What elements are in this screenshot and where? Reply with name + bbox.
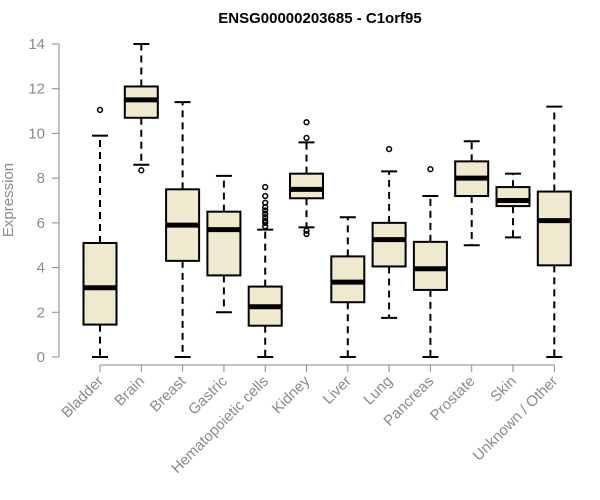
y-tick-label: 4 xyxy=(37,260,45,277)
x-tick-label: Breast xyxy=(147,372,190,415)
y-axis-label: Expression xyxy=(0,163,17,237)
box-bladder xyxy=(82,106,118,358)
box-iqr xyxy=(536,190,572,267)
x-tick-label: Prostate xyxy=(427,373,479,425)
x-tick-label: Liver xyxy=(320,373,355,408)
y-tick-label: 14 xyxy=(28,36,45,53)
outlier-point xyxy=(303,119,310,126)
box-breast xyxy=(165,101,201,358)
y-axis: 0 2 4 6 8 10 12 14 xyxy=(28,36,60,366)
box-pancreas xyxy=(412,166,448,358)
y-tick-label: 10 xyxy=(28,125,45,142)
box-iqr xyxy=(289,172,324,200)
y-tick-label: 0 xyxy=(37,349,45,366)
chart-title: ENSG00000203685 - C1orf95 xyxy=(218,10,421,27)
box-iqr xyxy=(371,221,407,268)
y-tick-label: 12 xyxy=(28,81,45,98)
x-tick-label: Brain xyxy=(111,373,148,410)
y-tick-label: 6 xyxy=(37,215,45,232)
outlier-point xyxy=(262,217,269,224)
box-brain xyxy=(123,43,159,174)
box-iqr xyxy=(412,240,448,291)
outlier-point xyxy=(262,192,269,200)
box-iqr xyxy=(82,241,118,326)
outlier-point xyxy=(262,214,269,221)
box-skin xyxy=(495,172,531,239)
outlier-point xyxy=(262,207,269,214)
box-kidney xyxy=(289,119,324,238)
boxes-group xyxy=(82,43,572,358)
x-tick-label: Bladder xyxy=(58,373,107,422)
y-tick-label: 2 xyxy=(37,304,45,321)
box-iqr xyxy=(330,255,366,304)
outlier-point xyxy=(427,166,434,173)
outlier-point xyxy=(303,230,310,238)
outlier-point xyxy=(385,145,393,153)
x-tick-label: Lung xyxy=(360,373,396,409)
outlier-point xyxy=(262,199,269,206)
outlier-point xyxy=(303,227,310,234)
x-tick-label: Kidney xyxy=(269,372,314,417)
x-tick-label: Skin xyxy=(487,373,520,406)
outlier-point xyxy=(262,223,269,230)
box-hematopoietic-cells xyxy=(247,183,283,358)
outlier-point xyxy=(262,210,269,218)
outlier-point xyxy=(262,183,269,191)
box-lung xyxy=(371,145,407,319)
y-tick-label: 8 xyxy=(37,170,45,187)
box-iqr xyxy=(206,210,242,277)
box-gastric xyxy=(206,174,242,314)
box-iqr xyxy=(495,186,531,208)
outlier-point xyxy=(138,167,145,174)
box-unknown-other xyxy=(536,105,572,358)
outlier-point xyxy=(303,134,310,142)
box-liver xyxy=(330,216,366,358)
box-prostate xyxy=(454,140,490,247)
outlier-point xyxy=(262,219,269,227)
outlier-point xyxy=(96,106,104,114)
